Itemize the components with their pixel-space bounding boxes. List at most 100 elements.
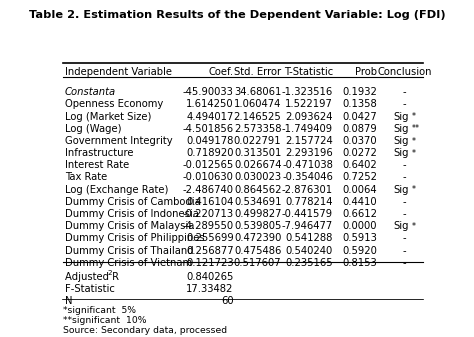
Text: -: -	[403, 173, 406, 183]
Text: -0.220713: -0.220713	[182, 209, 234, 219]
Text: 0.235165: 0.235165	[285, 258, 333, 268]
Text: Log (Wage): Log (Wage)	[65, 124, 121, 134]
Text: 0.022791: 0.022791	[234, 136, 282, 146]
Text: -1.749409: -1.749409	[282, 124, 333, 134]
Text: 2.293196: 2.293196	[285, 148, 333, 158]
Text: *: *	[412, 149, 416, 158]
Text: **: **	[412, 124, 420, 133]
Text: 0.5913: 0.5913	[342, 234, 377, 243]
Text: Dummy Crisis of Thailand: Dummy Crisis of Thailand	[65, 246, 193, 256]
Text: 0.255699: 0.255699	[186, 234, 234, 243]
Text: 0.0064: 0.0064	[342, 185, 377, 195]
Text: 17.33482: 17.33482	[186, 284, 234, 294]
Text: 2.157724: 2.157724	[285, 136, 333, 146]
Text: -0.010630: -0.010630	[183, 173, 234, 183]
Text: Government Integrity: Government Integrity	[65, 136, 173, 146]
Text: -: -	[403, 246, 406, 256]
Text: Dummy Crisis of Cambodia: Dummy Crisis of Cambodia	[65, 197, 201, 207]
Text: Independent Variable: Independent Variable	[65, 67, 172, 77]
Text: 34.68061: 34.68061	[234, 87, 282, 97]
Text: -2.876301: -2.876301	[282, 185, 333, 195]
Text: Constanta: Constanta	[65, 87, 116, 97]
Text: Dummy Crisis of Indonesia: Dummy Crisis of Indonesia	[65, 209, 199, 219]
Text: 0.475486: 0.475486	[234, 246, 282, 256]
Text: T-Statistic: T-Statistic	[283, 67, 333, 77]
Text: -: -	[403, 258, 406, 268]
Text: 0.499827: 0.499827	[234, 209, 282, 219]
Text: *: *	[412, 137, 416, 146]
Text: -: -	[403, 87, 406, 97]
Text: 0.030023: 0.030023	[234, 173, 282, 183]
Text: F-Statistic: F-Statistic	[65, 284, 115, 294]
Text: 1.060474: 1.060474	[234, 99, 282, 109]
Text: Std. Error: Std. Error	[234, 67, 282, 77]
Text: Sig: Sig	[393, 185, 409, 195]
Text: -: -	[403, 99, 406, 109]
Text: 0.6402: 0.6402	[342, 160, 377, 170]
Text: 1.614250: 1.614250	[186, 99, 234, 109]
Text: Coef.: Coef.	[209, 67, 234, 77]
Text: 0.540240: 0.540240	[286, 246, 333, 256]
Text: -7.946477: -7.946477	[282, 221, 333, 231]
Text: 0.7252: 0.7252	[342, 173, 377, 183]
Text: 0.121723: 0.121723	[186, 258, 234, 268]
Text: 0.1358: 0.1358	[342, 99, 377, 109]
Text: -: -	[403, 209, 406, 219]
Text: -45.90033: -45.90033	[183, 87, 234, 97]
Text: 0.541288: 0.541288	[285, 234, 333, 243]
Text: 0.840265: 0.840265	[186, 272, 234, 282]
Text: -0.441579: -0.441579	[282, 209, 333, 219]
Text: Source: Secondary data, processed: Source: Secondary data, processed	[63, 326, 227, 335]
Text: 2: 2	[108, 270, 112, 276]
Text: Sig: Sig	[393, 136, 409, 146]
Text: 0.8153: 0.8153	[342, 258, 377, 268]
Text: 0.5920: 0.5920	[342, 246, 377, 256]
Text: **significant  10%: **significant 10%	[63, 316, 146, 325]
Text: 0.256877: 0.256877	[186, 246, 234, 256]
Text: 0.472390: 0.472390	[234, 234, 282, 243]
Text: 0.718920: 0.718920	[186, 148, 234, 158]
Text: -4.501856: -4.501856	[182, 124, 234, 134]
Text: 0.026674: 0.026674	[234, 160, 282, 170]
Text: Interest Rate: Interest Rate	[65, 160, 129, 170]
Text: Prob: Prob	[355, 67, 377, 77]
Text: Sig: Sig	[393, 124, 409, 134]
Text: 2.093624: 2.093624	[285, 112, 333, 122]
Text: 4.494017: 4.494017	[186, 112, 234, 122]
Text: 1.522197: 1.522197	[285, 99, 333, 109]
Text: Log (Market Size): Log (Market Size)	[65, 112, 151, 122]
Text: *: *	[412, 112, 416, 121]
Text: 0.6612: 0.6612	[342, 209, 377, 219]
Text: 0.864562: 0.864562	[234, 185, 282, 195]
Text: *: *	[412, 185, 416, 194]
Text: 0.049178: 0.049178	[186, 136, 234, 146]
Text: -: -	[403, 234, 406, 243]
Text: 0.313501: 0.313501	[234, 148, 282, 158]
Text: Adjusted R: Adjusted R	[65, 272, 119, 282]
Text: 0.0370: 0.0370	[342, 136, 377, 146]
Text: 60: 60	[221, 296, 234, 306]
Text: 0.534691: 0.534691	[234, 197, 282, 207]
Text: Infrastructure: Infrastructure	[65, 148, 133, 158]
Text: 0.0272: 0.0272	[342, 148, 377, 158]
Text: -: -	[403, 197, 406, 207]
Text: Dummy Crisis of Vietnam: Dummy Crisis of Vietnam	[65, 258, 192, 268]
Text: 0.539805: 0.539805	[234, 221, 282, 231]
Text: 0.1932: 0.1932	[342, 87, 377, 97]
Text: -1.323516: -1.323516	[282, 87, 333, 97]
Text: Sig: Sig	[393, 148, 409, 158]
Text: Table 2. Estimation Results of the Dependent Variable: Log (FDI): Table 2. Estimation Results of the Depen…	[29, 10, 445, 20]
Text: 2.573358: 2.573358	[234, 124, 282, 134]
Text: 2.146525: 2.146525	[234, 112, 282, 122]
Text: 0.0000: 0.0000	[343, 221, 377, 231]
Text: -0.354046: -0.354046	[282, 173, 333, 183]
Text: 0.778214: 0.778214	[285, 197, 333, 207]
Text: Sig: Sig	[393, 221, 409, 231]
Text: 0.517607: 0.517607	[234, 258, 282, 268]
Text: 0.0879: 0.0879	[342, 124, 377, 134]
Text: N: N	[65, 296, 72, 306]
Text: 0.416104: 0.416104	[186, 197, 234, 207]
Text: -2.486740: -2.486740	[183, 185, 234, 195]
Text: Conclusion: Conclusion	[377, 67, 432, 77]
Text: 0.0427: 0.0427	[342, 112, 377, 122]
